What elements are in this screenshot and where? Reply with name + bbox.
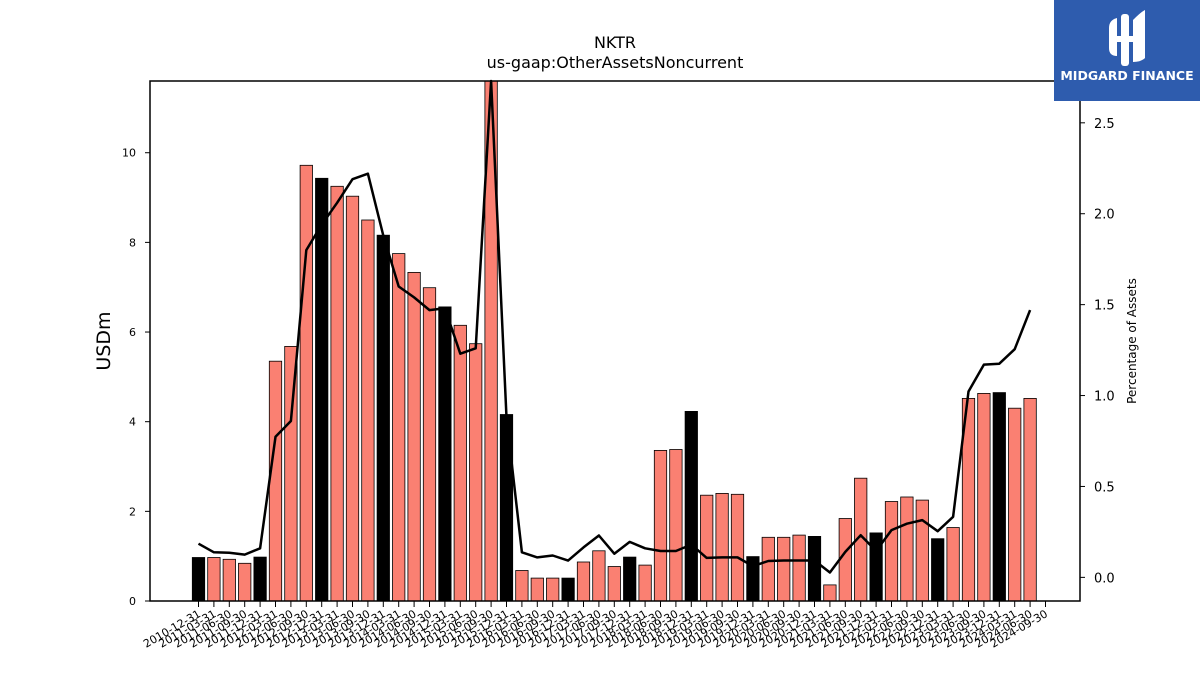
chart-title: NKTR: [594, 33, 636, 52]
y2-tick-label: 2.5: [1094, 117, 1115, 132]
y-axis-left: 0 2 4 6 8 10: [122, 147, 150, 608]
bar: [453, 324, 467, 602]
y-tick-label: 2: [129, 505, 136, 518]
y2-tick-label: 2.0: [1094, 208, 1115, 223]
bar: [469, 343, 483, 602]
y-tick-label: 4: [129, 416, 136, 429]
bar: [684, 410, 698, 602]
bar: [546, 577, 560, 602]
bar: [422, 287, 437, 602]
y-tick-label: 10: [122, 147, 136, 160]
bar: [715, 492, 729, 602]
bar: [499, 414, 514, 602]
bar: [638, 564, 652, 602]
bar: [761, 536, 775, 602]
logo-mark-icon: [1109, 10, 1145, 66]
bar: [977, 392, 991, 602]
plot-frame: [149, 80, 1081, 602]
bar: [992, 392, 1006, 602]
logo-text: MIDGARD FINANCE: [1060, 68, 1194, 83]
bar: [1023, 397, 1037, 602]
bar: [191, 557, 206, 602]
y2-tick-label: 0.5: [1094, 480, 1115, 495]
bar: [407, 271, 421, 602]
bar: [330, 185, 344, 602]
bar: [884, 501, 899, 602]
bar: [915, 499, 929, 602]
y2-tick-label: 1.0: [1094, 390, 1115, 405]
bar: [946, 527, 960, 602]
y2-tick-label: 1.5: [1094, 299, 1115, 314]
bar: [607, 566, 621, 602]
bar: [792, 534, 806, 602]
y-tick-label: 8: [129, 236, 136, 249]
bar: [592, 550, 606, 602]
bar: [823, 584, 837, 602]
bar: [900, 496, 914, 602]
bar: [515, 570, 529, 602]
bar: [299, 164, 313, 602]
bar: [561, 577, 575, 602]
bar: [238, 562, 252, 602]
y-tick-label: 0: [129, 595, 136, 608]
y2-axis-label: Percentage of Assets: [1125, 278, 1139, 404]
y-axis-label: USDm: [93, 311, 115, 370]
bar: [576, 561, 591, 602]
bar: [807, 536, 822, 602]
x-axis: 2010-12-312011-03-312011-06-302011-09-30…: [141, 601, 1050, 651]
bar: [361, 219, 375, 602]
percentage-line: [197, 79, 1032, 574]
bar: [653, 449, 668, 602]
bar: [392, 253, 406, 602]
bar: [345, 195, 360, 602]
bar: [669, 449, 683, 602]
bar: [222, 558, 236, 602]
bar: [700, 494, 714, 602]
y-tick-label: 6: [129, 326, 136, 339]
bar: [777, 536, 791, 602]
bar: [376, 234, 390, 602]
bar: [268, 360, 283, 602]
brand-logo: MIDGARD FINANCE: [1054, 0, 1200, 101]
y-axis-right: 0.0 0.5 1.0 1.5 2.0 2.5: [1080, 117, 1115, 586]
bar: [530, 577, 544, 602]
bar: [207, 557, 221, 602]
bar: [730, 493, 745, 602]
bar: [1008, 407, 1022, 602]
bar: [931, 538, 945, 602]
y2-tick-label: 0.0: [1094, 571, 1115, 586]
bar: [438, 306, 452, 602]
bar: [315, 177, 329, 602]
bar: [623, 556, 637, 602]
chart-subtitle: us-gaap:OtherAssetsNoncurrent: [487, 53, 744, 72]
bar: [253, 556, 267, 602]
